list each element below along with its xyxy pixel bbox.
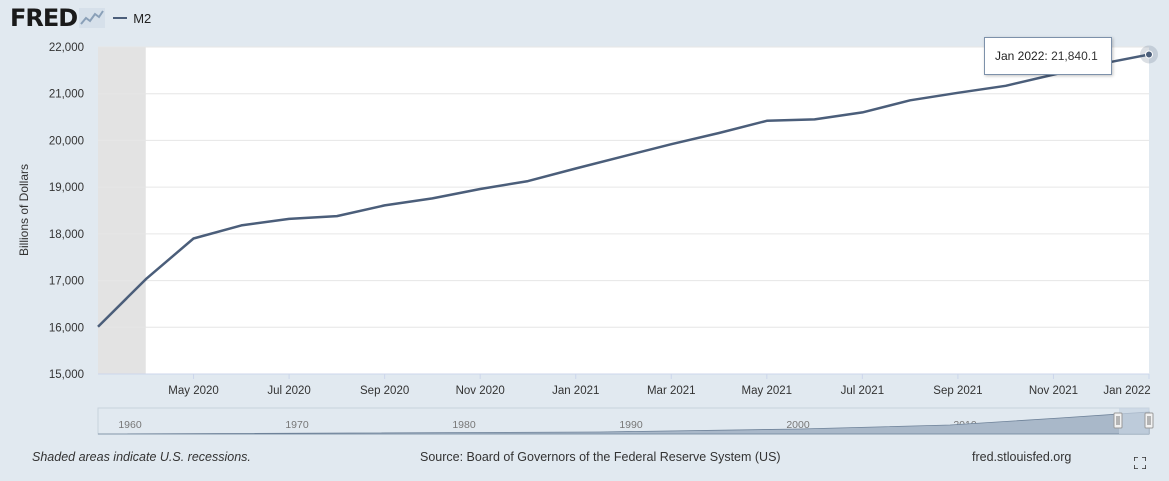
- navigator-year-label: 2000: [786, 419, 810, 431]
- tooltip-value: 21,840.1: [1051, 49, 1098, 63]
- x-tick-label: Nov 2020: [456, 385, 505, 397]
- y-tick-label: 21,000: [49, 89, 84, 101]
- navigator-handle-right[interactable]: [1144, 412, 1154, 429]
- fred-logo-graph-icon: [79, 8, 106, 28]
- navigator-selection[interactable]: [1119, 408, 1149, 434]
- x-tick-label: Nov 2021: [1029, 385, 1078, 397]
- legend-swatch: [113, 17, 128, 19]
- chart: 15,000 16,000 17,000 18,000 19,000 20,000 21,0…: [17, 42, 1158, 435]
- navigator-handle-left[interactable]: [1113, 412, 1123, 429]
- header: FRED M2: [10, 4, 151, 32]
- x-tick-label: Mar 2021: [647, 385, 696, 397]
- x-tick-label: Sep 2021: [933, 385, 982, 397]
- tooltip-date: Jan 2022:: [995, 49, 1048, 63]
- hover-point[interactable]: [1145, 50, 1153, 59]
- legend-item-m2[interactable]: M2: [113, 11, 151, 26]
- x-tick-label: Jan 2021: [552, 385, 599, 397]
- fullscreen-icon[interactable]: [1134, 457, 1146, 469]
- x-tick-label: Jul 2020: [267, 385, 310, 397]
- y-tick-label: 20,000: [49, 135, 84, 147]
- y-tick-label: 18,000: [49, 229, 84, 241]
- y-tick-label: 19,000: [49, 182, 84, 194]
- x-axis: May 2020 Jul 2020 Sep 2020 Nov 2020 Jan 2021…: [168, 374, 1151, 397]
- navigator-year-label: 1960: [118, 419, 142, 431]
- x-tick-label: May 2020: [168, 385, 219, 397]
- x-tick-label: Jan 2022: [1103, 385, 1150, 397]
- x-tick-label: Jul 2021: [841, 385, 884, 397]
- series-line-m2[interactable]: [97, 53, 1150, 328]
- legend-label: M2: [133, 10, 152, 26]
- y-axis-label: Billions of Dollars: [17, 164, 31, 256]
- recession-band: [98, 47, 146, 374]
- y-tick-label: 16,000: [49, 322, 84, 334]
- footer: Shaded areas indicate U.S. recessions. S…: [0, 440, 1169, 476]
- navigator-year-label: 1980: [452, 419, 476, 431]
- recession-note: Shaded areas indicate U.S. recessions.: [32, 450, 251, 464]
- source-text: Source: Board of Governors of the Federa…: [420, 450, 781, 464]
- y-tick-label: 17,000: [49, 276, 84, 288]
- y-tick-label: 15,000: [49, 369, 84, 381]
- site-link[interactable]: fred.stlouisfed.org: [972, 450, 1072, 464]
- x-tick-label: Sep 2020: [360, 385, 409, 397]
- navigator[interactable]: 196019701980199020002010: [97, 407, 1154, 435]
- y-axis: 15,000 16,000 17,000 18,000 19,000 20,000 21,0…: [49, 42, 84, 381]
- navigator-year-label: 1970: [285, 419, 309, 431]
- navigator-labels: 196019701980199020002010: [118, 419, 977, 431]
- plot-area: [98, 47, 1149, 374]
- y-tick-label: 22,000: [49, 42, 84, 54]
- x-tick-label: May 2021: [742, 385, 793, 397]
- series-m2: [97, 45, 1158, 328]
- navigator-year-label: 1990: [619, 419, 643, 431]
- tooltip: Jan 2022: 21,840.1: [984, 37, 1112, 75]
- fred-logo[interactable]: FRED: [10, 4, 78, 32]
